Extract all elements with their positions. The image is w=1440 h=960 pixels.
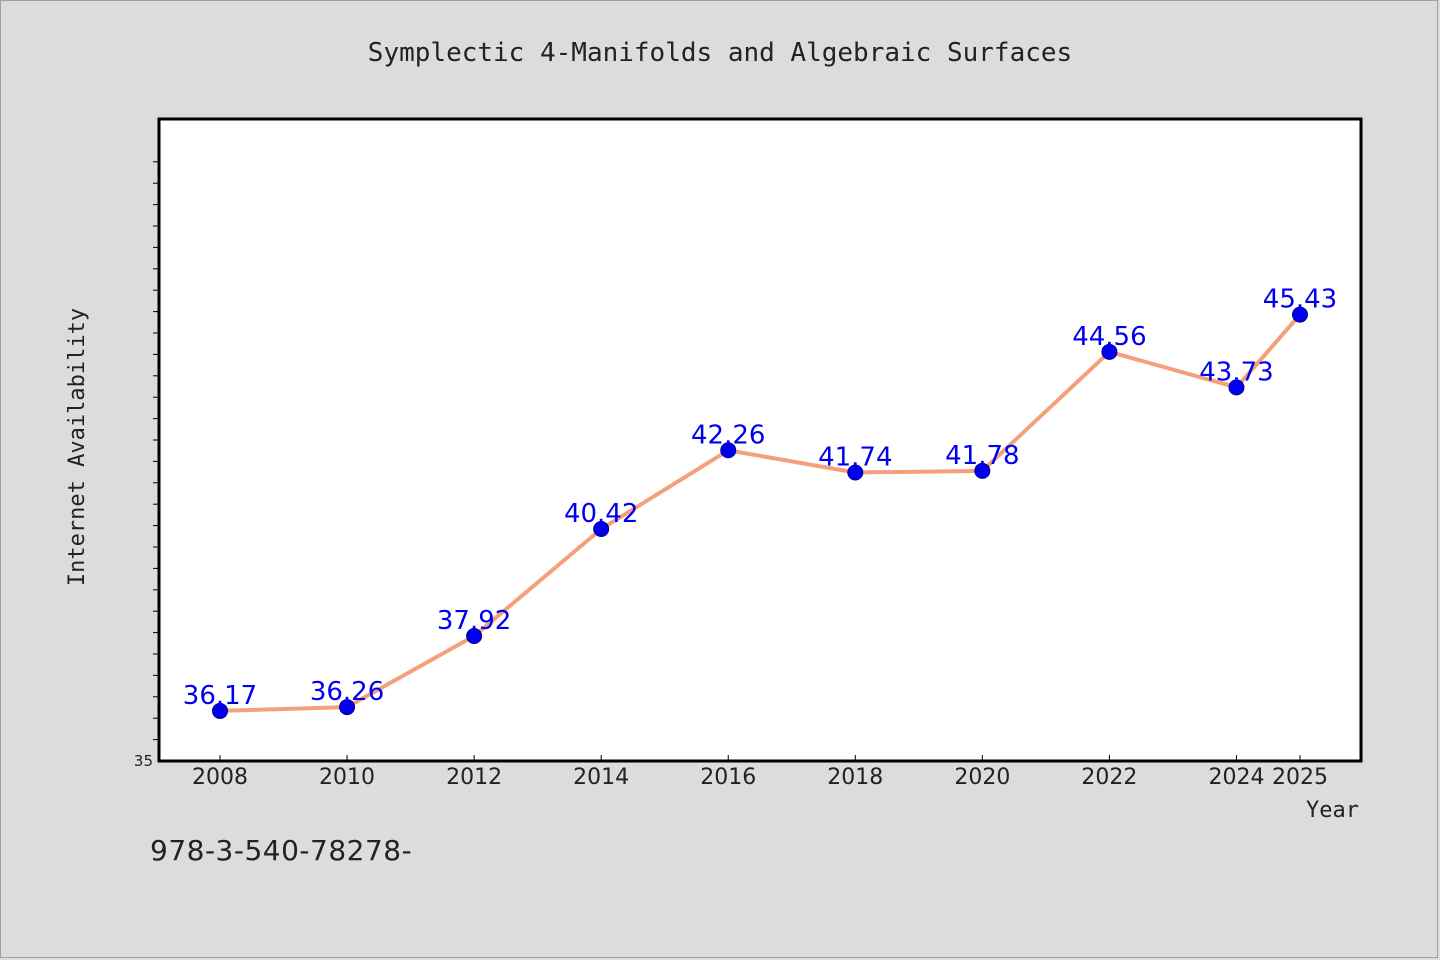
data-point <box>974 462 991 479</box>
data-label: 41.78 <box>945 441 1019 471</box>
series-line <box>218 312 1302 713</box>
x-tick-label: 2008 <box>192 765 248 790</box>
data-label: 43.73 <box>1199 357 1273 387</box>
data-label: 44.56 <box>1072 322 1146 352</box>
x-axis-ticks: 2008 2010 2012 2014 2016 2018 2020 2022 2024 2025 <box>192 755 1328 790</box>
chart-title: Symplectic 4-Manifolds and Algebraic Sur… <box>368 38 1072 68</box>
x-tick-label: 2022 <box>1081 765 1137 790</box>
x-axis-label: Year <box>1306 798 1359 823</box>
data-label: 41.74 <box>818 443 892 473</box>
x-tick-label: 2025 <box>1272 765 1328 790</box>
y-tick-label: 35 <box>134 752 153 770</box>
data-point <box>593 521 610 538</box>
y-axis-ticks: 35 <box>134 161 159 770</box>
data-label: 37.92 <box>437 606 511 636</box>
x-tick-label: 2018 <box>827 765 883 790</box>
data-point <box>339 699 356 716</box>
data-point <box>1228 379 1245 396</box>
data-point <box>466 628 483 645</box>
data-point <box>720 442 737 459</box>
data-label: 42.26 <box>691 420 765 450</box>
data-point <box>847 464 864 481</box>
data-label: 40.42 <box>564 499 638 529</box>
data-label: 45.43 <box>1263 285 1337 315</box>
x-tick-label: 2020 <box>954 765 1010 790</box>
y-axis-label: Internet Availability <box>65 308 90 586</box>
series-layer: 36.17 36.26 37.92 40.42 42.26 41.74 41.78 44.56… <box>183 285 1337 719</box>
data-point <box>1292 306 1308 323</box>
x-tick-label: 2024 <box>1208 765 1264 790</box>
x-tick-label: 2012 <box>446 765 502 790</box>
data-label: 36.17 <box>183 681 257 711</box>
data-point <box>212 702 228 719</box>
data-point <box>1101 343 1118 360</box>
plot-area <box>157 117 1363 763</box>
isbn-text: 978-3-540-78278- <box>150 834 413 867</box>
x-tick-label: 2014 <box>573 765 629 790</box>
x-tick-label: 2016 <box>700 765 756 790</box>
data-label: 36.26 <box>310 677 384 707</box>
x-tick-label: 2010 <box>319 765 375 790</box>
